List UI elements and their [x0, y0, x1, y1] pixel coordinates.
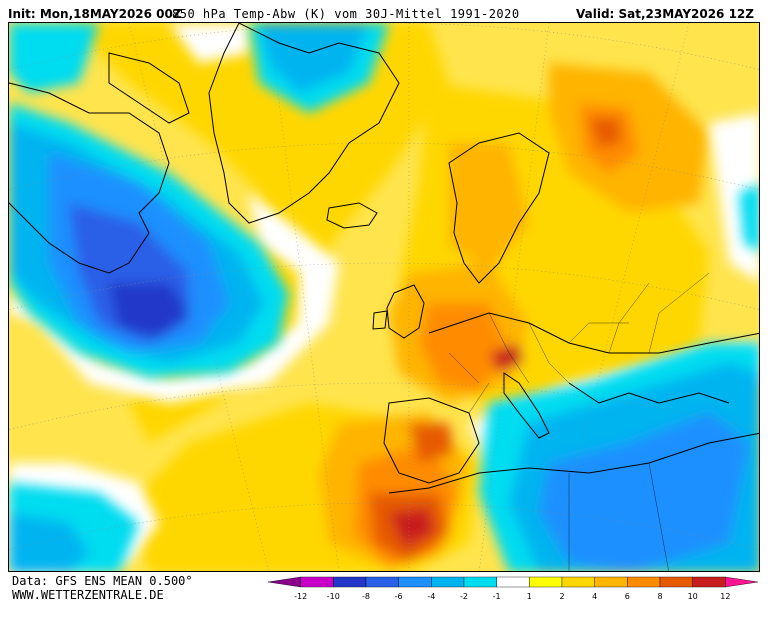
legend-tick-label: -2 [460, 592, 468, 601]
legend-bin [333, 576, 367, 588]
legend-tick-label: 1 [527, 592, 532, 601]
legend-bin [725, 576, 759, 588]
legend-tick-label: 2 [559, 592, 564, 601]
legend-bin [365, 576, 399, 588]
country-borders [448, 272, 710, 571]
legend-bin [659, 576, 693, 588]
legend-tick-label: 10 [688, 592, 698, 601]
legend-tick-label: -4 [427, 592, 435, 601]
legend-bin [692, 576, 726, 588]
legend-bin [496, 576, 530, 588]
british-isles-coast [372, 284, 425, 339]
north-africa-coast [388, 432, 759, 494]
legend-tick-label: -10 [327, 592, 340, 601]
legend-bar: -12 -10 -8 -6 -4 -2 -1 1 2 4 6 8 10 12 [267, 576, 759, 601]
scandinavia-coast [448, 132, 550, 284]
baffin-coast [108, 52, 190, 124]
italy-coast [503, 372, 550, 439]
legend-tick-label: -12 [294, 592, 307, 601]
legend-tick-label: -1 [493, 592, 501, 601]
legend-bin [267, 576, 301, 588]
legend-bin [529, 576, 563, 588]
legend-tick-label: -8 [362, 592, 370, 601]
iceland-coast [326, 202, 378, 229]
legend-bin [463, 576, 497, 588]
mediterranean-east-coast [568, 382, 730, 404]
greenland-coast [208, 23, 400, 224]
color-legend: -12 -10 -8 -6 -4 -2 -1 1 2 4 6 8 10 12 [267, 574, 764, 614]
iberia-coast [383, 397, 480, 484]
header: Init: Mon,18MAY2026 00Z 850 hPa Temp-Abw… [0, 0, 776, 22]
valid-time: Valid: Sat,23MAY2026 12Z [575, 7, 754, 21]
warm-anomaly-fields [69, 23, 709, 571]
legend-tick-label: 4 [592, 592, 597, 601]
map-title: 850 hPa Temp-Abw (K) vom 30J-Mittel 1991… [172, 7, 520, 21]
graticule [9, 23, 759, 571]
temperature-anomaly-map [9, 23, 759, 571]
map-panel[interactable] [8, 22, 760, 572]
website-label: WWW.WETTERZENTRALE.DE [12, 588, 164, 602]
canadian-arctic-coast [9, 82, 170, 274]
coastlines [9, 23, 759, 494]
legend-bin [627, 576, 661, 588]
legend-bin [431, 576, 465, 588]
legend-bin [594, 576, 628, 588]
cold-anomaly-fields [9, 23, 759, 571]
legend-tick-label: 12 [720, 592, 730, 601]
legend-tick-label: -6 [395, 592, 403, 601]
legend-tick-label: 8 [657, 592, 662, 601]
legend-bin [561, 576, 595, 588]
data-source-label: Data: GFS ENS MEAN 0.500° [12, 574, 193, 588]
legend-bin [300, 576, 334, 588]
legend-bin [398, 576, 432, 588]
legend-tick-label: 6 [625, 592, 630, 601]
init-time: Init: Mon,18MAY2026 00Z [8, 7, 182, 21]
footer: Data: GFS ENS MEAN 0.500° WWW.WETTERZENT… [12, 574, 193, 602]
